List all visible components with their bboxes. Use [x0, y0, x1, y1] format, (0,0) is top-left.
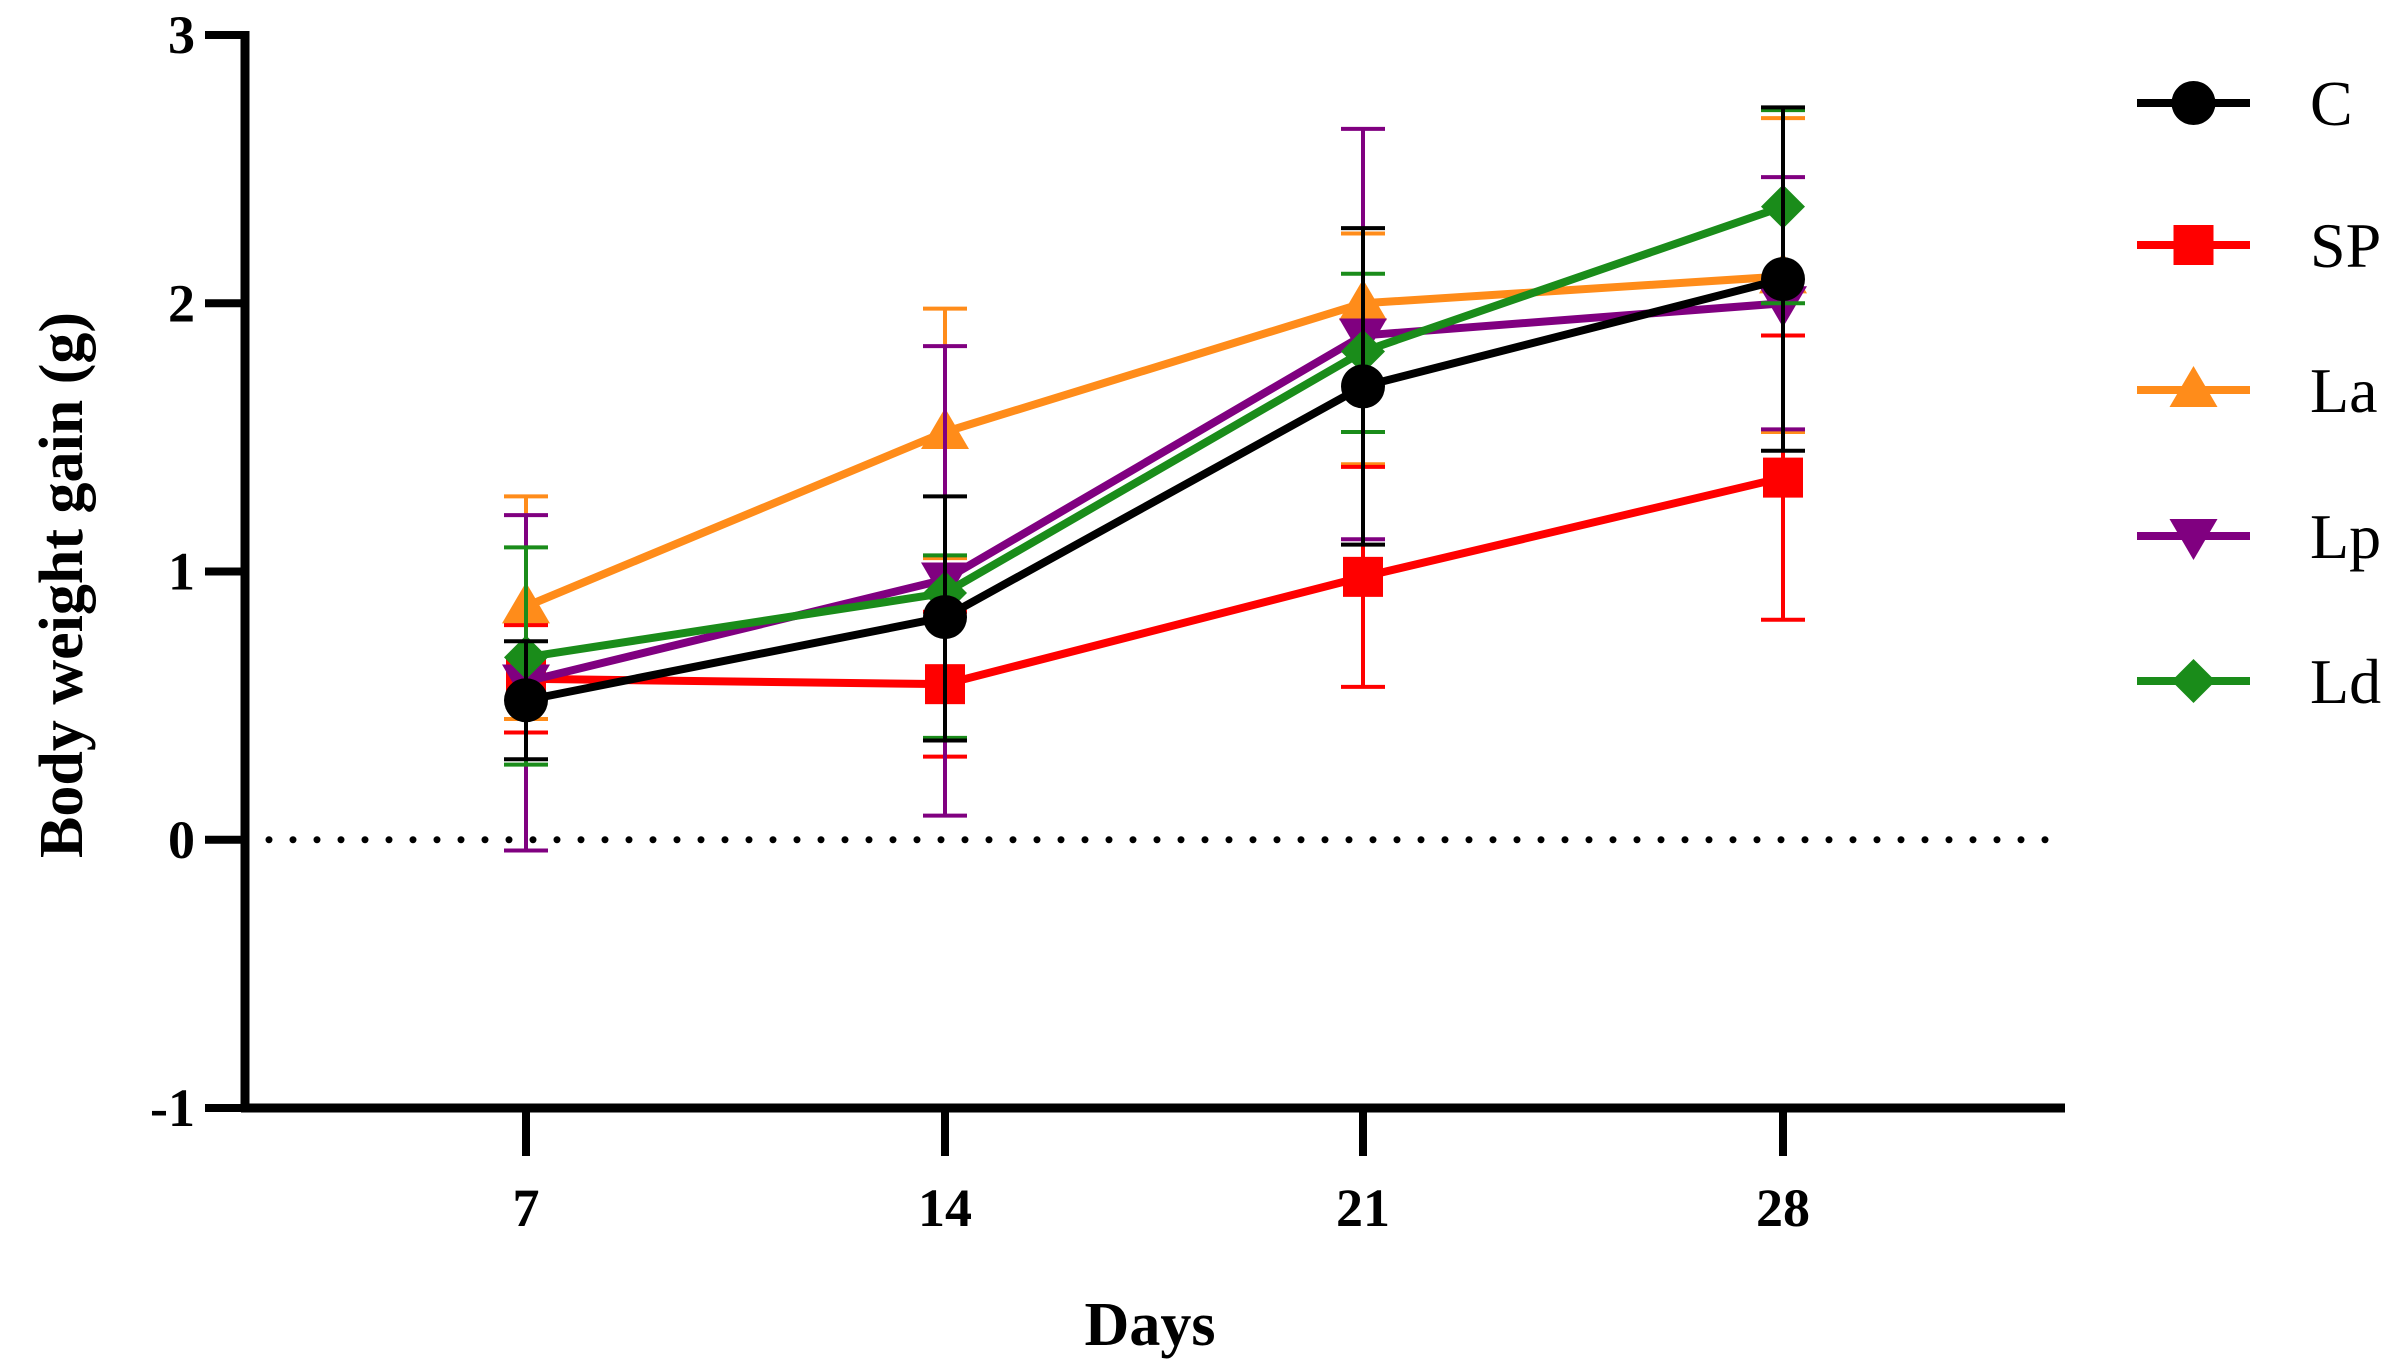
legend-item-la: La	[2137, 355, 2378, 426]
x-tick-label: 21	[1336, 1178, 1390, 1238]
legend-marker	[2171, 81, 2216, 125]
x-tick-label: 14	[918, 1178, 972, 1238]
series-c	[504, 105, 1805, 762]
series-sp	[504, 333, 1805, 759]
data-point	[1343, 556, 1383, 597]
legend-item-ld: Ld	[2137, 646, 2381, 717]
y-tick-label: 3	[168, 5, 195, 65]
series-lp	[502, 126, 1807, 853]
legend-marker	[2169, 366, 2218, 407]
legend-item-lp: Lp	[2137, 501, 2381, 572]
data-point	[1761, 257, 1805, 302]
legend-item-c: C	[2137, 68, 2353, 139]
x-tick-label: 28	[1756, 1178, 1810, 1238]
series-line	[525, 299, 1784, 686]
series-line	[524, 272, 1784, 611]
y-axis-title: Body weight gain (g)	[28, 312, 96, 858]
series-line	[525, 473, 1784, 689]
data-point	[504, 678, 548, 723]
legend-label: C	[2310, 68, 2353, 139]
y-tick-label: 0	[168, 810, 195, 870]
axes: -1 0 1 2 3 7 14 21 28	[150, 5, 2065, 1238]
series-line	[525, 202, 1785, 662]
legend: C SP La Lp Ld	[2137, 68, 2381, 717]
legend-label: La	[2310, 355, 2378, 426]
series-line	[525, 275, 1784, 705]
legend-item-sp: SP	[2137, 210, 2381, 281]
x-axis-title: Days	[1085, 1291, 1216, 1359]
legend-marker	[2169, 519, 2218, 560]
legend-label: Lp	[2310, 501, 2381, 572]
legend-marker	[2173, 225, 2214, 265]
data-point	[1763, 457, 1803, 498]
legend-marker	[2171, 659, 2216, 703]
y-tick-label: -1	[150, 1078, 195, 1138]
y-tick-label: 2	[168, 273, 195, 333]
plot-area	[241, 105, 2069, 853]
legend-label: Ld	[2310, 646, 2381, 717]
legend-label: SP	[2310, 210, 2381, 281]
data-point	[923, 595, 967, 640]
data-point	[1341, 364, 1385, 409]
x-tick-label: 7	[513, 1178, 540, 1238]
y-tick-label: 1	[168, 542, 195, 602]
